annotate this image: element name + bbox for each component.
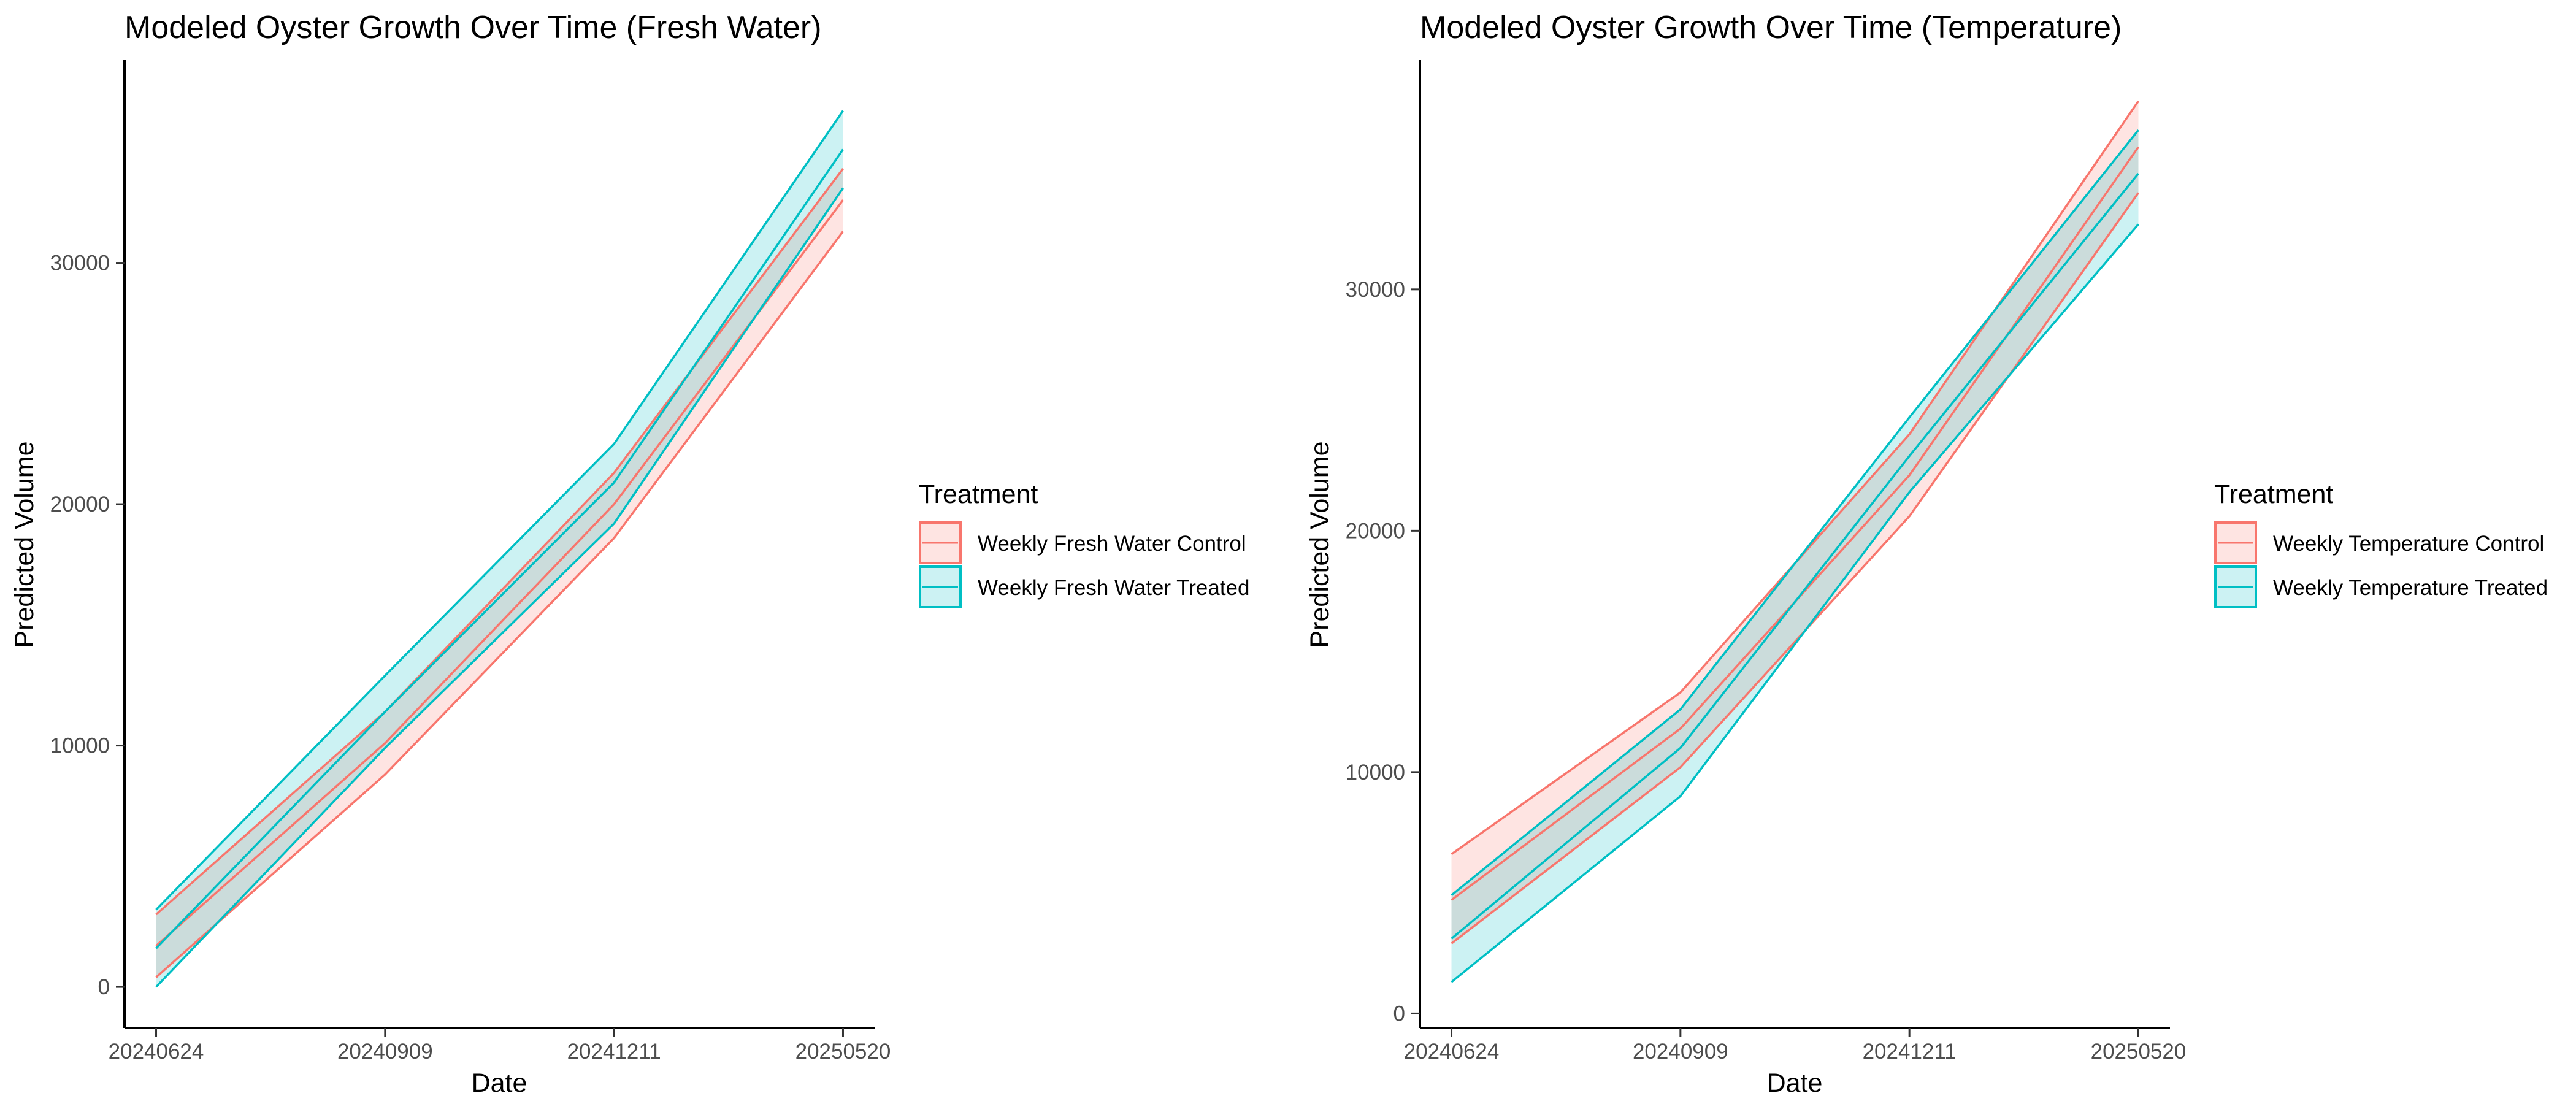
series-line-control [155, 199, 844, 947]
ribbon-lower-treated [155, 187, 844, 988]
x-tick-label: 20240624 [109, 1040, 204, 1064]
legend-item-treated: Weekly Temperature Treated [2214, 565, 2548, 608]
legend-label-treated: Weekly Temperature Treated [2273, 576, 2548, 600]
legend-title: Treatment [2214, 480, 2333, 509]
ribbon-treated [1451, 130, 2139, 983]
y-ticks: 0 10000 20000 30000 [1346, 278, 1420, 1025]
x-tick-label: 20240624 [1404, 1040, 1500, 1064]
legend-label-control: Weekly Temperature Control [2273, 532, 2544, 556]
x-tick-label: 20250520 [795, 1040, 891, 1064]
y-tick-label: 30000 [1346, 278, 1405, 302]
x-tick-label: 20240909 [337, 1040, 433, 1064]
legend-label-treated: Weekly Fresh Water Treated [978, 576, 1249, 600]
panel-fresh-water: Modeled Oyster Growth Over Time (Fresh W… [10, 10, 1249, 1098]
plot-area [1451, 100, 2139, 983]
y-axis-title: Predicted Volume [10, 441, 39, 648]
chart-title: Modeled Oyster Growth Over Time (Tempera… [1420, 10, 2122, 45]
legend: Treatment Weekly Temperature Control Wee… [2214, 480, 2548, 608]
y-tick-label: 0 [1393, 1002, 1405, 1025]
legend-item-control: Weekly Fresh Water Control [919, 521, 1246, 564]
y-ticks: 0 10000 20000 30000 [50, 251, 125, 999]
x-ticks: 20240624 20240909 20241211 20250520 [109, 1028, 891, 1064]
ribbon-lower-control [155, 231, 844, 978]
y-axis-title: Predicted Volume [1305, 441, 1335, 648]
ribbon-upper-control [155, 168, 844, 916]
ribbon-lower-treated [1451, 223, 2139, 983]
x-tick-label: 20240909 [1633, 1040, 1728, 1064]
y-tick-label: 20000 [50, 493, 110, 516]
x-ticks: 20240624 20240909 20241211 20250520 [1404, 1028, 2187, 1064]
ribbon-control [156, 169, 843, 978]
y-tick-label: 20000 [1346, 519, 1405, 543]
legend-item-control: Weekly Temperature Control [2214, 521, 2544, 564]
panel-temperature: Modeled Oyster Growth Over Time (Tempera… [1305, 10, 2548, 1098]
x-tick-label: 20250520 [2091, 1040, 2187, 1064]
x-axis-title: Date [472, 1068, 527, 1098]
x-tick-label: 20241211 [567, 1040, 661, 1064]
legend-item-treated: Weekly Fresh Water Treated [919, 565, 1249, 608]
x-tick-label: 20241211 [1863, 1040, 1957, 1064]
ribbon-upper-treated [155, 110, 844, 911]
chart-title: Modeled Oyster Growth Over Time (Fresh W… [125, 10, 822, 45]
plot-area [155, 110, 844, 988]
x-axis-title: Date [1767, 1068, 1823, 1098]
y-tick-label: 10000 [1346, 761, 1405, 784]
legend: Treatment Weekly Fresh Water Control Wee… [919, 480, 1249, 608]
y-tick-label: 10000 [50, 734, 110, 758]
legend-label-control: Weekly Fresh Water Control [978, 532, 1246, 556]
y-tick-label: 30000 [50, 251, 110, 275]
ribbon-upper-control [1451, 100, 2139, 856]
series-line-treated [155, 148, 844, 949]
ribbon-treated [156, 110, 843, 987]
series-line-treated [1451, 172, 2139, 940]
legend-title: Treatment [919, 480, 1038, 509]
y-tick-label: 0 [98, 975, 110, 999]
ribbon-upper-treated [1451, 129, 2139, 896]
ribbon-lower-control [1451, 192, 2139, 945]
